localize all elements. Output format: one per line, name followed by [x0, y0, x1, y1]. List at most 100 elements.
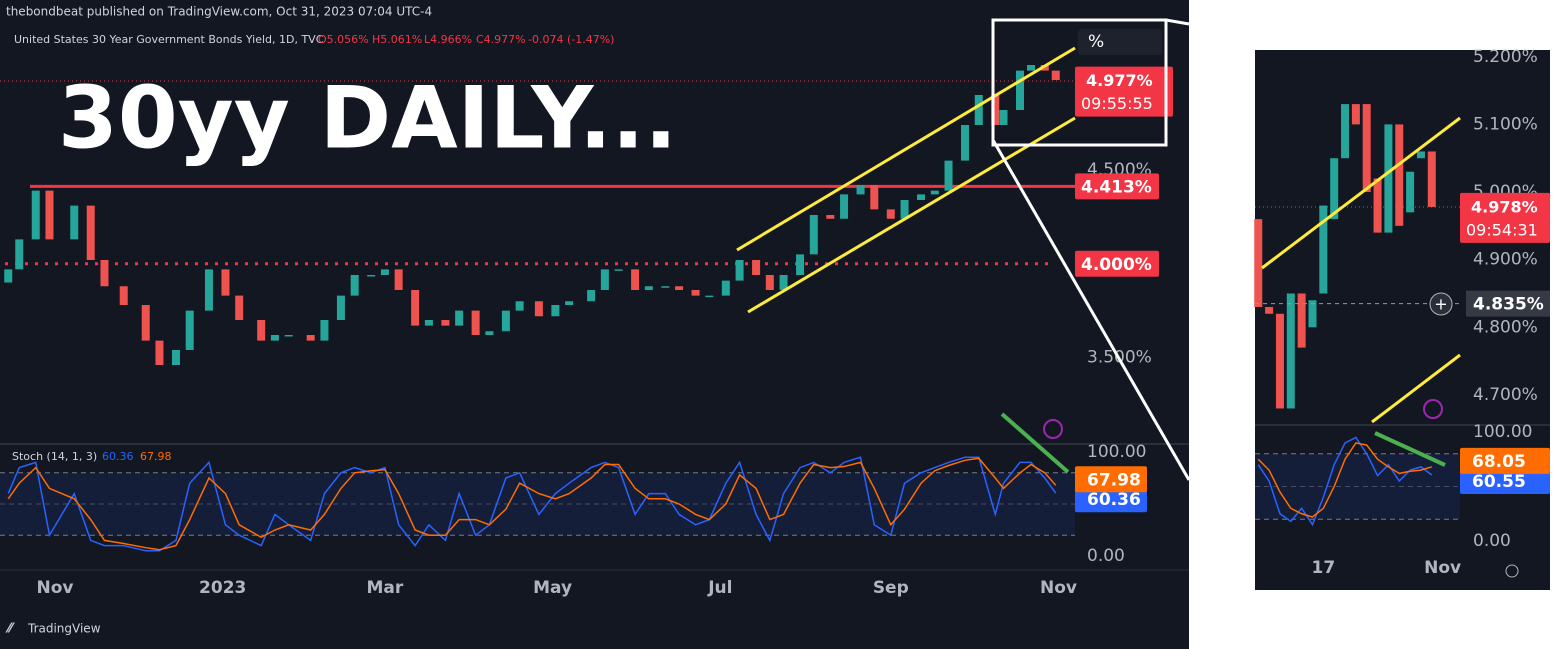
- stoch-value-box: [1075, 466, 1147, 493]
- y-tick-label: 100.00: [1087, 442, 1146, 462]
- settings-icon[interactable]: [1505, 564, 1519, 578]
- candle: [471, 310, 480, 335]
- candle: [257, 320, 266, 341]
- candle: [1406, 171, 1415, 213]
- symbol: United States 30 Year Government Bonds Y…: [14, 33, 324, 46]
- x-tick-label: Nov: [36, 578, 73, 598]
- candle: [185, 310, 194, 350]
- candle: [1384, 124, 1393, 233]
- candle: [644, 286, 653, 290]
- x-tick-label: 2023: [199, 578, 246, 598]
- candle: [999, 110, 1008, 125]
- x-tick-label: Nov: [1040, 578, 1077, 598]
- candle: [1330, 158, 1339, 220]
- candle: [1416, 151, 1425, 159]
- candle: [765, 275, 774, 290]
- x-tick-label: May: [533, 578, 572, 598]
- y-tick-label: 0.00: [1473, 531, 1511, 551]
- drawings: +: [736, 18, 1519, 578]
- footer-logo: ⁄⁄: [5, 622, 15, 637]
- candle: [394, 269, 403, 290]
- event-icon[interactable]: [1423, 399, 1443, 419]
- ohlc-low: L4.966%: [424, 33, 472, 46]
- x-tick-label: Nov: [1424, 558, 1461, 578]
- main-background: [0, 0, 1189, 649]
- candle: [900, 200, 909, 219]
- zoom-connector: [991, 139, 1191, 481]
- candle: [809, 215, 818, 255]
- stoch-line: [1257, 442, 1433, 518]
- stoch-value-box: [1075, 486, 1147, 513]
- candle: [86, 205, 95, 260]
- candle: [735, 260, 744, 281]
- candle: [141, 305, 150, 341]
- candle: [944, 160, 953, 191]
- countdown: 09:55:55: [1081, 94, 1153, 113]
- candle: [4, 269, 13, 283]
- overlay-title: 30yy DAILY...: [58, 68, 677, 168]
- candle: [284, 335, 293, 337]
- candle: [100, 260, 109, 287]
- candle: [631, 269, 640, 290]
- candle: [1275, 313, 1284, 409]
- y-tick-label: 5.100%: [1473, 114, 1538, 134]
- y-tick-label: 0.00: [1087, 546, 1125, 566]
- crosshair-label: 4.835%: [1473, 295, 1544, 315]
- candle: [779, 275, 788, 290]
- candle: [974, 95, 983, 125]
- candle: [600, 269, 609, 290]
- candle: [221, 269, 230, 296]
- candle: [1395, 124, 1404, 226]
- candle: [171, 350, 180, 365]
- candle: [320, 320, 329, 341]
- level-box: [1075, 250, 1159, 277]
- stoch-value-box: [1460, 447, 1550, 474]
- candle: [752, 260, 761, 275]
- zoom-connector: [1165, 18, 1190, 26]
- candle: [485, 331, 494, 335]
- level-box: [1075, 173, 1159, 200]
- candle: [31, 190, 40, 240]
- candle: [350, 275, 359, 296]
- publisher: thebondbeat published on TradingView.com…: [6, 5, 432, 19]
- candle: [411, 290, 420, 326]
- y-tick-label: 100.00: [1473, 422, 1532, 442]
- countdown: 09:54:31: [1466, 220, 1538, 239]
- candle: [661, 286, 670, 288]
- candle: [551, 305, 560, 317]
- ohlc-change: -0.074 (-1.47%): [528, 33, 614, 46]
- candle: [441, 320, 450, 326]
- last-price-label: 4.977%: [1086, 71, 1153, 90]
- level-label: 4.413%: [1081, 177, 1152, 197]
- last-price-box: [1075, 66, 1173, 117]
- y-tick-label: 5.200%: [1473, 47, 1538, 67]
- candle: [705, 295, 714, 298]
- inset-channel-upper: [1261, 116, 1461, 270]
- candle: [1373, 178, 1382, 233]
- ohlc-high: H5.061%: [372, 33, 422, 46]
- ohlc-close: C4.977%: [476, 33, 526, 46]
- candle: [917, 194, 926, 200]
- candle: [1362, 104, 1371, 193]
- stoch-d-legend: 67.98: [140, 450, 172, 463]
- crosshair-plus[interactable]: [1429, 292, 1453, 316]
- channel-lower: [747, 116, 1076, 314]
- candle: [1319, 205, 1328, 294]
- candle: [991, 95, 1000, 125]
- candle: [455, 310, 464, 326]
- candle: [424, 320, 433, 326]
- event-icon[interactable]: [1043, 419, 1063, 439]
- candle: [1254, 219, 1263, 308]
- stoch-line: [1257, 436, 1433, 527]
- candle: [155, 340, 164, 365]
- candle: [1016, 70, 1025, 110]
- candle: [587, 290, 596, 302]
- channel-upper: [736, 46, 1076, 252]
- candle: [796, 254, 805, 275]
- candle: [856, 185, 865, 195]
- y-tick-label: 4.900%: [1473, 250, 1538, 270]
- candle: [235, 295, 244, 320]
- candle: [15, 239, 24, 270]
